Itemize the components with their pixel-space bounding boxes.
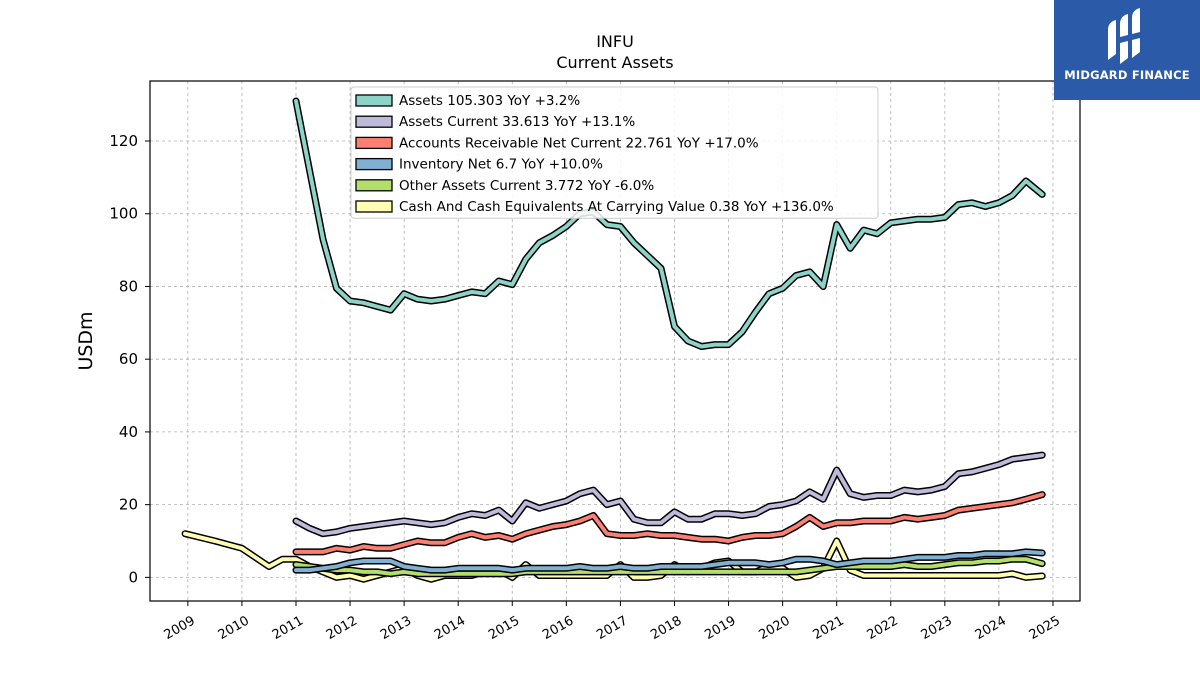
y-tick-label: 60 — [119, 350, 138, 368]
series-line — [292, 451, 1046, 538]
series-line — [292, 555, 1046, 578]
legend-swatch — [355, 94, 393, 107]
chart-title: INFU — [596, 32, 634, 51]
series-path — [294, 557, 1045, 576]
y-axis: 0 20 40 60 80 100 120 — [109, 132, 150, 586]
legend-swatch — [355, 136, 393, 150]
y-tick-label: 100 — [109, 205, 138, 223]
x-tick-label: 2024 — [973, 613, 1009, 643]
y-tick-label: 40 — [119, 423, 138, 441]
brand-logo-mark-icon — [1108, 8, 1140, 64]
brand-logo: MIDGARD FINANCE — [1054, 0, 1200, 100]
legend-entry: Inventory Net 6.7 YoY +10.0% — [399, 157, 603, 173]
legend-entry: Accounts Receivable Net Current 22.761 Y… — [399, 135, 759, 151]
x-axis: 2009 2010 2011 2012 2013 2014 2015 2016 2017 2018… — [162, 601, 1063, 643]
legend-entry: Assets Current 33.613 YoY +13.1% — [399, 114, 635, 130]
x-tick-label: 2012 — [324, 613, 360, 643]
x-tick-label: 2015 — [486, 613, 522, 643]
x-tick-label: 2020 — [756, 613, 792, 643]
chart-subtitle: Current Assets — [556, 53, 673, 72]
series-path — [294, 453, 1045, 536]
series-line — [292, 491, 1046, 556]
legend-box — [350, 86, 879, 219]
legend-swatch — [355, 200, 393, 213]
series-path — [294, 99, 1045, 349]
series-path — [294, 549, 1045, 573]
legend-entry: Assets 105.303 YoY +3.2% — [399, 93, 580, 109]
x-tick-label: 2019 — [702, 613, 738, 643]
x-tick-label: 2009 — [162, 613, 198, 643]
x-tick-label: 2013 — [378, 613, 414, 643]
y-axis-label: USDm — [75, 311, 97, 370]
x-tick-label: 2011 — [270, 613, 306, 643]
x-tick-label: 2021 — [811, 613, 847, 643]
y-tick-label: 0 — [128, 568, 138, 586]
x-tick-label: 2023 — [919, 613, 955, 643]
series-line — [292, 548, 1046, 574]
legend-entry: Other Assets Current 3.772 YoY -6.0% — [399, 178, 654, 194]
legend-swatch — [355, 115, 393, 128]
brand-name: MIDGARD FINANCE — [1064, 68, 1190, 82]
x-tick-label: 2017 — [594, 613, 630, 643]
x-tick-label: 2022 — [865, 613, 901, 643]
x-tick-label: 2010 — [216, 613, 252, 643]
y-tick-label: 80 — [119, 277, 138, 295]
legend: Assets 105.303 YoY +3.2% Assets Current 3… — [350, 86, 879, 219]
plot-frame — [149, 80, 1081, 602]
x-tick-label: 2025 — [1027, 613, 1063, 643]
x-tick-label: 2018 — [648, 613, 684, 643]
series-line — [292, 97, 1046, 350]
legend-swatch — [355, 179, 393, 192]
series-layer — [181, 97, 1046, 583]
legend-entry: Cash And Cash Equivalents At Carrying Va… — [399, 199, 834, 215]
legend-swatch — [355, 157, 393, 171]
y-tick-label: 120 — [109, 132, 138, 150]
y-tick-label: 20 — [119, 496, 138, 514]
series-path — [294, 492, 1045, 554]
x-tick-label: 2014 — [432, 613, 468, 643]
x-tick-label: 2016 — [540, 613, 576, 643]
